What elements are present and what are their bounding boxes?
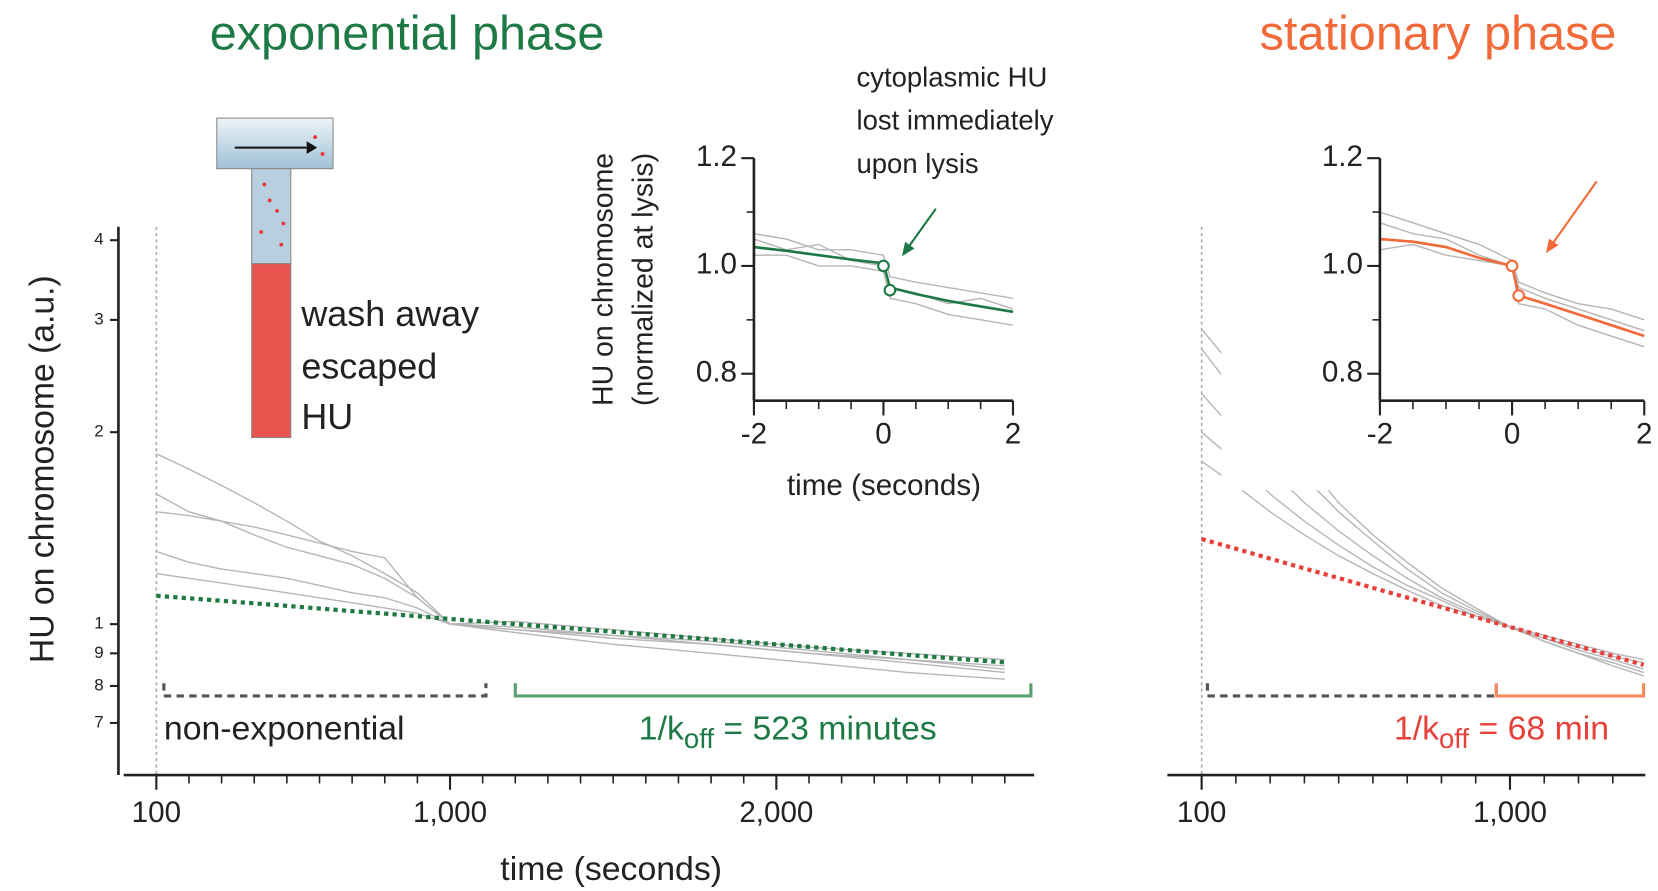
x-tick-label: -2 xyxy=(741,417,767,450)
y-tick-label: 2 xyxy=(94,422,103,441)
x-axis-label: time (seconds) xyxy=(500,850,722,888)
fit-line xyxy=(1201,536,1645,667)
y-axis-label: HU on chromosome (a.u.) xyxy=(23,275,61,663)
trace xyxy=(1201,460,1644,670)
y-tick-label: 1 xyxy=(94,614,103,633)
y-tick-label: 7 xyxy=(94,712,103,731)
lysis-marker xyxy=(877,259,890,273)
trace xyxy=(156,511,1005,667)
flow-cell: wash away escaped HU xyxy=(216,117,479,439)
annotation-subscript: off xyxy=(1439,724,1469,755)
cells xyxy=(251,263,292,439)
annotation-text: 1/k xyxy=(639,710,684,748)
diagram-label: wash away xyxy=(300,294,479,334)
y-axis-label: HU on chromosome xyxy=(587,153,619,406)
annotation-arrow-head xyxy=(1545,238,1559,254)
annotation: upon lysis xyxy=(856,148,978,179)
x-tick-label: 1,000 xyxy=(1473,796,1547,829)
x-tick-label: 0 xyxy=(875,417,891,450)
x-tick-label: 1,000 xyxy=(413,796,487,829)
y-tick-label: 1.2 xyxy=(696,140,737,173)
trace xyxy=(156,550,1005,680)
annotation-arrow xyxy=(1549,180,1598,247)
annotation-text: = 68 min xyxy=(1469,710,1609,748)
range-bracket xyxy=(513,683,1033,698)
x-tick-label: 0 xyxy=(1504,417,1520,450)
annotation-arrow xyxy=(906,208,937,250)
y-tick-label: 4 xyxy=(94,230,103,249)
annotation: non-exponential xyxy=(164,710,405,748)
y-tick-label: 0.8 xyxy=(696,356,737,389)
trace xyxy=(1201,431,1644,661)
y-tick-label: 0.8 xyxy=(1322,356,1363,389)
x-tick-label: -2 xyxy=(1367,417,1393,450)
diagram-label: escaped xyxy=(301,347,437,387)
panel-title: exponential phase xyxy=(210,7,605,61)
annotation: 1/koff = 523 minutes xyxy=(639,710,937,755)
trace xyxy=(156,572,1005,670)
annotation-arrow-head xyxy=(901,241,915,257)
panel: stationary phase 100 1,000 1/koff = 68 min xyxy=(1167,7,1646,829)
escaped-dots xyxy=(259,135,325,247)
diagram-label: HU xyxy=(301,397,353,437)
fit-line xyxy=(156,593,1005,665)
well xyxy=(251,168,292,265)
annotation: lost immediately xyxy=(856,105,1053,136)
panel-title: stationary phase xyxy=(1260,7,1617,61)
fit-line xyxy=(753,245,1014,314)
inset-background xyxy=(595,147,1029,491)
x-tick-label: 100 xyxy=(1177,796,1226,829)
y-tick-label: 3 xyxy=(94,309,103,328)
annotation-subscript: off xyxy=(684,724,714,755)
trace xyxy=(156,493,1005,661)
range-bracket xyxy=(1494,683,1646,698)
annotation-text: = 523 minutes xyxy=(714,710,937,748)
y-tick-label: 8 xyxy=(94,675,103,694)
y-tick-label: 1.0 xyxy=(696,248,737,281)
trace xyxy=(1379,211,1645,321)
lysis-marker xyxy=(1512,289,1526,302)
annotation-text: non-exponential xyxy=(164,710,405,748)
flow-arrow-head xyxy=(306,141,318,154)
range-bracket xyxy=(1205,683,1498,698)
panel: -2 0 2 0.8 1.0 1.2 xyxy=(1221,140,1658,491)
range-bracket xyxy=(162,683,488,698)
y-tick-label: 1.0 xyxy=(1322,248,1363,281)
x-axis-label: time (seconds) xyxy=(787,469,981,502)
y-axis-label: (normalized at lysis) xyxy=(628,153,660,406)
x-tick-label: 2 xyxy=(1636,417,1652,450)
x-tick-label: 2 xyxy=(1005,417,1021,450)
inset-background xyxy=(1221,147,1658,491)
y-tick-label: 9 xyxy=(94,643,103,662)
x-tick-label: 100 xyxy=(132,796,181,829)
y-tick-label: 1.2 xyxy=(1322,140,1363,173)
channel xyxy=(216,117,334,170)
fit-line xyxy=(1379,237,1645,338)
annotation: cytoplasmic HU xyxy=(856,61,1047,92)
annotation-text: 1/k xyxy=(1394,710,1439,748)
lysis-marker xyxy=(883,283,897,297)
panel: -2 0 2 time (seconds) 0.8 1.0 1.2 HU on chromos… xyxy=(587,61,1053,502)
panel: exponential phase 100 1,000 2,000 time (seco… xyxy=(23,7,1035,888)
lysis-marker xyxy=(1505,259,1519,273)
x-tick-label: 2,000 xyxy=(739,796,813,829)
annotation: 1/koff = 68 min xyxy=(1394,710,1609,755)
